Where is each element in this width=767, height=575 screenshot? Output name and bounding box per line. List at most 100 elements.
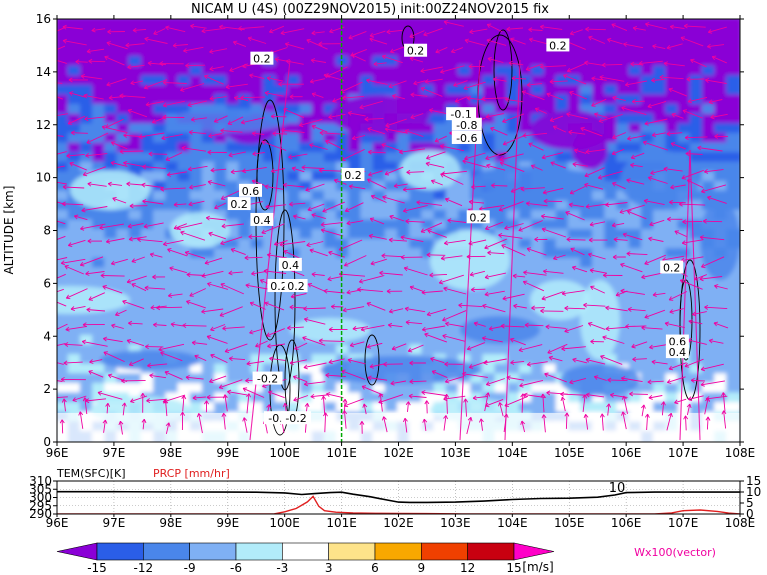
x-tick-label: 104E: [497, 446, 528, 460]
contour-label-bg: [239, 183, 263, 197]
contour-label-bg: [250, 212, 274, 226]
colorbar-tick-label: -3: [276, 561, 288, 575]
y-tick-label: 8: [43, 224, 51, 238]
colorbar-tick-label: 9: [418, 561, 426, 575]
contour-label: 0.4: [282, 259, 300, 272]
contour-label-bg: [446, 107, 477, 121]
contour-label: 0.2: [230, 198, 248, 211]
x-tick-label: 98E: [159, 446, 182, 460]
x-tick-label: 107E: [668, 516, 699, 530]
x-tick-label: 99E: [216, 446, 239, 460]
left-tick-label: 310: [29, 474, 52, 488]
x-tick-label: 102E: [383, 516, 414, 530]
y-tick-label: 10: [36, 171, 51, 185]
x-tick-label: 96E: [46, 516, 69, 530]
colorbar-cell: [513, 542, 555, 561]
contour-label-bg: [451, 117, 482, 131]
colorbar-cell: [235, 542, 283, 561]
contour-label: 0.2: [663, 262, 681, 275]
x-tick-label: 100E: [269, 516, 300, 530]
colorbar-tick-label: 3: [325, 561, 333, 575]
x-tick-label: 101E: [326, 516, 357, 530]
contour-label: 0.2: [469, 211, 487, 224]
x-tick-label: 96E: [46, 446, 69, 460]
right-tick-label: 10: [746, 485, 761, 499]
main-y-axis: 0 2 4 6 8 10 12 14 16: [36, 12, 744, 449]
colorbar-cell: [189, 542, 237, 561]
colorbar-tick-label: -15: [87, 561, 107, 575]
x-tick-label: 104E: [497, 516, 528, 530]
contour-label: 0.2: [344, 169, 362, 182]
x-tick-label: 106E: [611, 516, 642, 530]
y-tick-label: 14: [36, 65, 51, 79]
colorbar-cell: [374, 542, 422, 561]
precip-series-label: PRCP [mm/hr]: [153, 467, 230, 480]
x-tick-label: 101E: [326, 446, 357, 460]
temperature-line: [57, 490, 740, 504]
main-x-axis: 96E 97E 98E 99E 100E 101E 102E 103E 104E 105E 106E…: [46, 15, 756, 460]
chart-title: NICAM U (4S) (00Z29NOV2015) init:00Z24NO…: [191, 2, 549, 17]
contour-label: 0.2: [253, 53, 271, 66]
contour-label-bg: [278, 257, 302, 271]
contour-label-bg: [546, 38, 570, 52]
colorbar-tick-label: -6: [230, 561, 242, 575]
contour-labels: 0.20.60.20.40.40.2 0.2-0.2-0.2-0.20.20.2-…: [227, 38, 689, 425]
contour-label-bg: [660, 260, 684, 274]
right-tick-label: 5: [746, 496, 754, 510]
colorbar-tick-label: -9: [184, 561, 196, 575]
right-tick-label: 0: [746, 507, 754, 521]
y-tick-label: 6: [43, 276, 51, 290]
x-tick-label: 97E: [102, 516, 125, 530]
left-tick-label: 295: [29, 499, 52, 513]
y-tick-label: 12: [36, 118, 51, 132]
contour-label-bg: [341, 167, 365, 181]
left-tick-label: 300: [29, 491, 52, 505]
colorbar-cell: [467, 542, 515, 561]
colorbar-tick-label: -12: [134, 561, 154, 575]
colorbar-cell: [421, 542, 468, 561]
y-tick-label: 16: [36, 12, 51, 26]
colorbar: -15 -12 -9 -6 -3 3 6 9 12 15 [m/s] Wx100(vector): [56, 542, 716, 575]
contour-label: -0.6: [456, 132, 477, 145]
x-tick-label: 108E: [725, 516, 756, 530]
colorbar-cell: [328, 542, 376, 561]
x-tick-label: 108E: [725, 446, 756, 460]
temperature-series-label: TEM(SFC)[K]: [56, 467, 126, 480]
colorbar-unit: [m/s]: [522, 560, 553, 574]
contour-label-bg: [227, 197, 251, 211]
u-wind-field: [57, 19, 740, 442]
x-tick-label: 107E: [668, 446, 699, 460]
colorbar-tick-label: 6: [371, 561, 379, 575]
x-tick-label: 106E: [611, 446, 642, 460]
x-tick-label: 105E: [554, 446, 585, 460]
x-tick-label: 102E: [383, 446, 414, 460]
x-tick-label: 100E: [269, 446, 300, 460]
colorbar-cell: [282, 542, 329, 561]
right-tick-label: 15: [746, 474, 761, 488]
surface-x-axis: 96E 97E 98E 99E 100E 101E 102E 103E 104E 105E 106E…: [46, 514, 756, 530]
x-tick-label: 99E: [216, 516, 239, 530]
colorbar-cell: [56, 542, 98, 561]
colorbar-cell: [96, 542, 144, 561]
x-tick-label: 98E: [159, 516, 182, 530]
contour-label-bg: [281, 411, 312, 425]
surface-annotation: 10: [609, 481, 626, 496]
x-tick-label: 105E: [554, 516, 585, 530]
contour-label: -0.2: [285, 412, 306, 425]
contour-label-bg: [665, 345, 689, 359]
contour-label-bg: [404, 43, 428, 57]
contour-label-bg: [250, 51, 274, 65]
vector-scale-note: Wx100(vector): [634, 546, 716, 559]
contour-label: -0.8: [456, 119, 477, 132]
contour-label-bg: [451, 130, 482, 144]
y-tick-label: 2: [43, 382, 51, 396]
contour-label: 0.4: [669, 346, 687, 359]
contour-label: 0.2: [549, 39, 567, 52]
precip-line: [57, 495, 740, 514]
surface-panel: TEM(SFC)[K] PRCP [mm/hr] 290295300305310…: [29, 467, 761, 530]
colorbar-cell: [143, 542, 190, 561]
colorbar-tick-label: 12: [460, 561, 475, 575]
